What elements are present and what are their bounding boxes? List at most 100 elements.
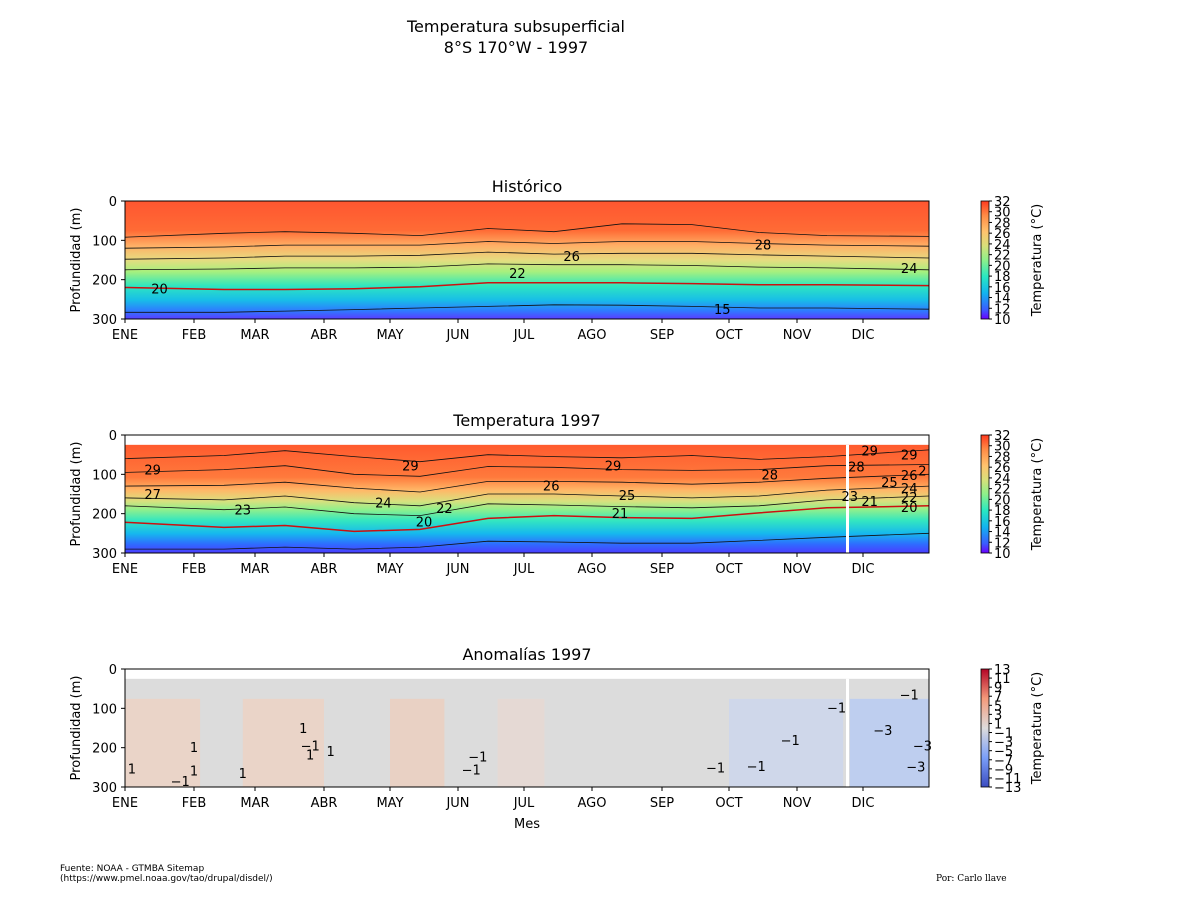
colorbar-tick-label: 10 bbox=[994, 547, 1011, 562]
x-tick-label: DIC bbox=[852, 796, 875, 811]
x-tick-label: SEP bbox=[650, 328, 674, 343]
contour-label: 29 bbox=[861, 445, 878, 460]
x-tick-label: FEB bbox=[182, 328, 207, 343]
panel-title: Anomalías 1997 bbox=[462, 645, 591, 664]
colorbar-tick-label: 24 bbox=[994, 238, 1011, 253]
heatmap-field bbox=[125, 201, 929, 319]
colorbar-label: Temperatura (°C) bbox=[1030, 438, 1045, 551]
contour-label: 1 bbox=[128, 763, 136, 778]
contour-label: 28 bbox=[848, 460, 865, 475]
contour-label: −1 bbox=[900, 689, 919, 704]
contour-label: 22 bbox=[901, 491, 918, 506]
x-tick-label: AGO bbox=[578, 562, 607, 577]
contour-label: 1 bbox=[190, 741, 198, 756]
x-axis-label: Mes bbox=[514, 817, 540, 832]
anomaly-region bbox=[125, 698, 201, 787]
y-tick-label: 200 bbox=[92, 742, 117, 757]
panel-title: Temperatura 1997 bbox=[452, 411, 600, 430]
contour-label: 1 bbox=[239, 767, 247, 782]
contour-label: 29 bbox=[605, 460, 622, 475]
anomaly-region bbox=[497, 698, 545, 787]
contour-label: 20 bbox=[151, 282, 168, 297]
x-tick-label: JUL bbox=[513, 328, 535, 343]
colorbar-tick-label: 26 bbox=[994, 461, 1011, 476]
contour-label: 29 bbox=[901, 449, 918, 464]
contour-label: 20 bbox=[416, 516, 433, 531]
colorbar-tick-label: −7 bbox=[994, 754, 1013, 769]
contour-label: 1 bbox=[326, 745, 334, 760]
colorbar-tick-label: −9 bbox=[994, 763, 1013, 778]
figure-subtitle: 8°S 170°W - 1997 bbox=[443, 38, 589, 57]
contour-label: 28 bbox=[762, 468, 779, 483]
colorbar-tick-label: 14 bbox=[994, 526, 1011, 541]
y-axis-label: Profundidad (m) bbox=[69, 208, 84, 313]
x-tick-label: DIC bbox=[852, 562, 875, 577]
colorbar-tick-label: 20 bbox=[994, 493, 1011, 508]
isotherm-line bbox=[124, 282, 930, 291]
colorbar-tick-label: 12 bbox=[994, 302, 1011, 317]
contour-label: −3 bbox=[873, 724, 892, 739]
anomaly-region bbox=[849, 698, 929, 787]
colorbar-label: Temperatura (°C) bbox=[1030, 672, 1045, 785]
contour-label: 21 bbox=[861, 495, 878, 510]
colorbar-tick-label: 11 bbox=[994, 672, 1011, 687]
colorbar-tick-label: 30 bbox=[994, 440, 1011, 455]
contour-label: −1 bbox=[301, 740, 320, 755]
colorbar-tick-label: 18 bbox=[994, 270, 1011, 285]
colorbar-tick-label: 26 bbox=[994, 227, 1011, 242]
contour-label: 1 bbox=[299, 722, 307, 737]
colorbar-tick-label: 13 bbox=[994, 663, 1011, 678]
colorbar-tick-label: 12 bbox=[994, 536, 1011, 551]
isotherm-line bbox=[124, 449, 930, 463]
colorbar-tick-label: 1 bbox=[994, 717, 1002, 732]
contour-label: 22 bbox=[436, 502, 453, 517]
isotherm-line bbox=[124, 241, 930, 249]
colorbar-tick-label: −1 bbox=[994, 727, 1013, 742]
contour-label: 25 bbox=[619, 489, 636, 504]
contour-label: −1 bbox=[462, 763, 481, 778]
colorbar-tick-label: 30 bbox=[994, 206, 1011, 221]
colorbar-tick-label: 32 bbox=[994, 195, 1011, 210]
colorbar-tick-label: −13 bbox=[994, 781, 1021, 796]
x-tick-label: ENE bbox=[112, 328, 138, 343]
colorbar-tick-label: 16 bbox=[994, 515, 1011, 530]
x-tick-label: JUN bbox=[445, 562, 469, 577]
y-tick-label: 0 bbox=[109, 663, 117, 678]
isotherm-line bbox=[124, 263, 930, 271]
colorbar bbox=[980, 200, 990, 320]
x-tick-label: OCT bbox=[715, 562, 742, 577]
colorbar-tick-label: 14 bbox=[994, 292, 1011, 307]
isotherm-line bbox=[124, 495, 930, 517]
contour-label: 2 bbox=[918, 464, 926, 479]
colorbar-tick-label: 20 bbox=[994, 259, 1011, 274]
y-tick-label: 300 bbox=[92, 547, 117, 562]
colorbar-tick-label: −3 bbox=[994, 736, 1013, 751]
contour-label: −1 bbox=[468, 750, 487, 765]
x-tick-label: JUL bbox=[513, 796, 535, 811]
colorbar-tick-label: 24 bbox=[994, 472, 1011, 487]
author-credit: Por: Carlo llave bbox=[936, 874, 1007, 884]
x-tick-label: MAR bbox=[240, 328, 269, 343]
data-gap bbox=[846, 678, 849, 787]
x-tick-label: ENE bbox=[112, 562, 138, 577]
colorbar-tick-label: 18 bbox=[994, 504, 1011, 519]
x-tick-label: ABR bbox=[311, 328, 338, 343]
contour-label: 28 bbox=[755, 238, 772, 253]
contour-label: −1 bbox=[781, 734, 800, 749]
isotherm-line bbox=[124, 505, 930, 533]
contour-label: 29 bbox=[402, 460, 419, 475]
y-tick-label: 100 bbox=[92, 468, 117, 483]
contour-label: 20 bbox=[901, 501, 918, 516]
contour-label: 26 bbox=[901, 469, 918, 484]
colorbar-tick-label: 7 bbox=[994, 690, 1002, 705]
colorbar-tick-label: 28 bbox=[994, 450, 1011, 465]
contour-label: 24 bbox=[375, 497, 392, 512]
y-tick-label: 0 bbox=[109, 429, 117, 444]
x-tick-label: ABR bbox=[311, 796, 338, 811]
colorbar bbox=[980, 668, 990, 788]
colorbar-tick-label: 5 bbox=[994, 699, 1002, 714]
colorbar-tick-label: 16 bbox=[994, 281, 1011, 296]
